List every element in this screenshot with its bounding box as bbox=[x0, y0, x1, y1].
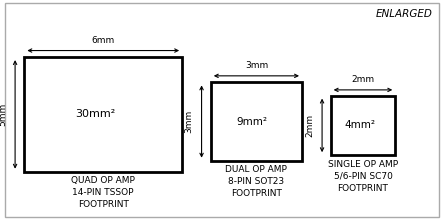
Bar bbox=[24, 57, 182, 172]
Text: 2mm: 2mm bbox=[351, 75, 375, 84]
Text: 30mm²: 30mm² bbox=[75, 109, 115, 119]
Text: 8-PIN SOT23: 8-PIN SOT23 bbox=[228, 177, 285, 186]
Bar bbox=[211, 82, 302, 161]
Text: 6mm: 6mm bbox=[91, 36, 115, 45]
Text: 9mm²: 9mm² bbox=[236, 117, 267, 126]
Text: 5/6-PIN SC70: 5/6-PIN SC70 bbox=[333, 172, 392, 181]
Bar bbox=[331, 96, 395, 155]
Text: FOOTPRINT: FOOTPRINT bbox=[337, 184, 388, 193]
Text: 2mm: 2mm bbox=[305, 114, 314, 137]
Text: FOOTPRINT: FOOTPRINT bbox=[231, 189, 282, 198]
Text: SINGLE OP AMP: SINGLE OP AMP bbox=[328, 160, 398, 169]
Text: DUAL OP AMP: DUAL OP AMP bbox=[226, 165, 287, 174]
Text: 3mm: 3mm bbox=[245, 61, 268, 70]
Text: 14-PIN TSSOP: 14-PIN TSSOP bbox=[72, 188, 134, 197]
Text: FOOTPRINT: FOOTPRINT bbox=[78, 200, 129, 209]
Text: 3mm: 3mm bbox=[185, 110, 194, 133]
Text: QUAD OP AMP: QUAD OP AMP bbox=[71, 176, 135, 185]
Text: ENLARGED: ENLARGED bbox=[376, 9, 433, 19]
Text: 4mm²: 4mm² bbox=[344, 120, 375, 130]
Text: 5mm: 5mm bbox=[0, 103, 7, 126]
